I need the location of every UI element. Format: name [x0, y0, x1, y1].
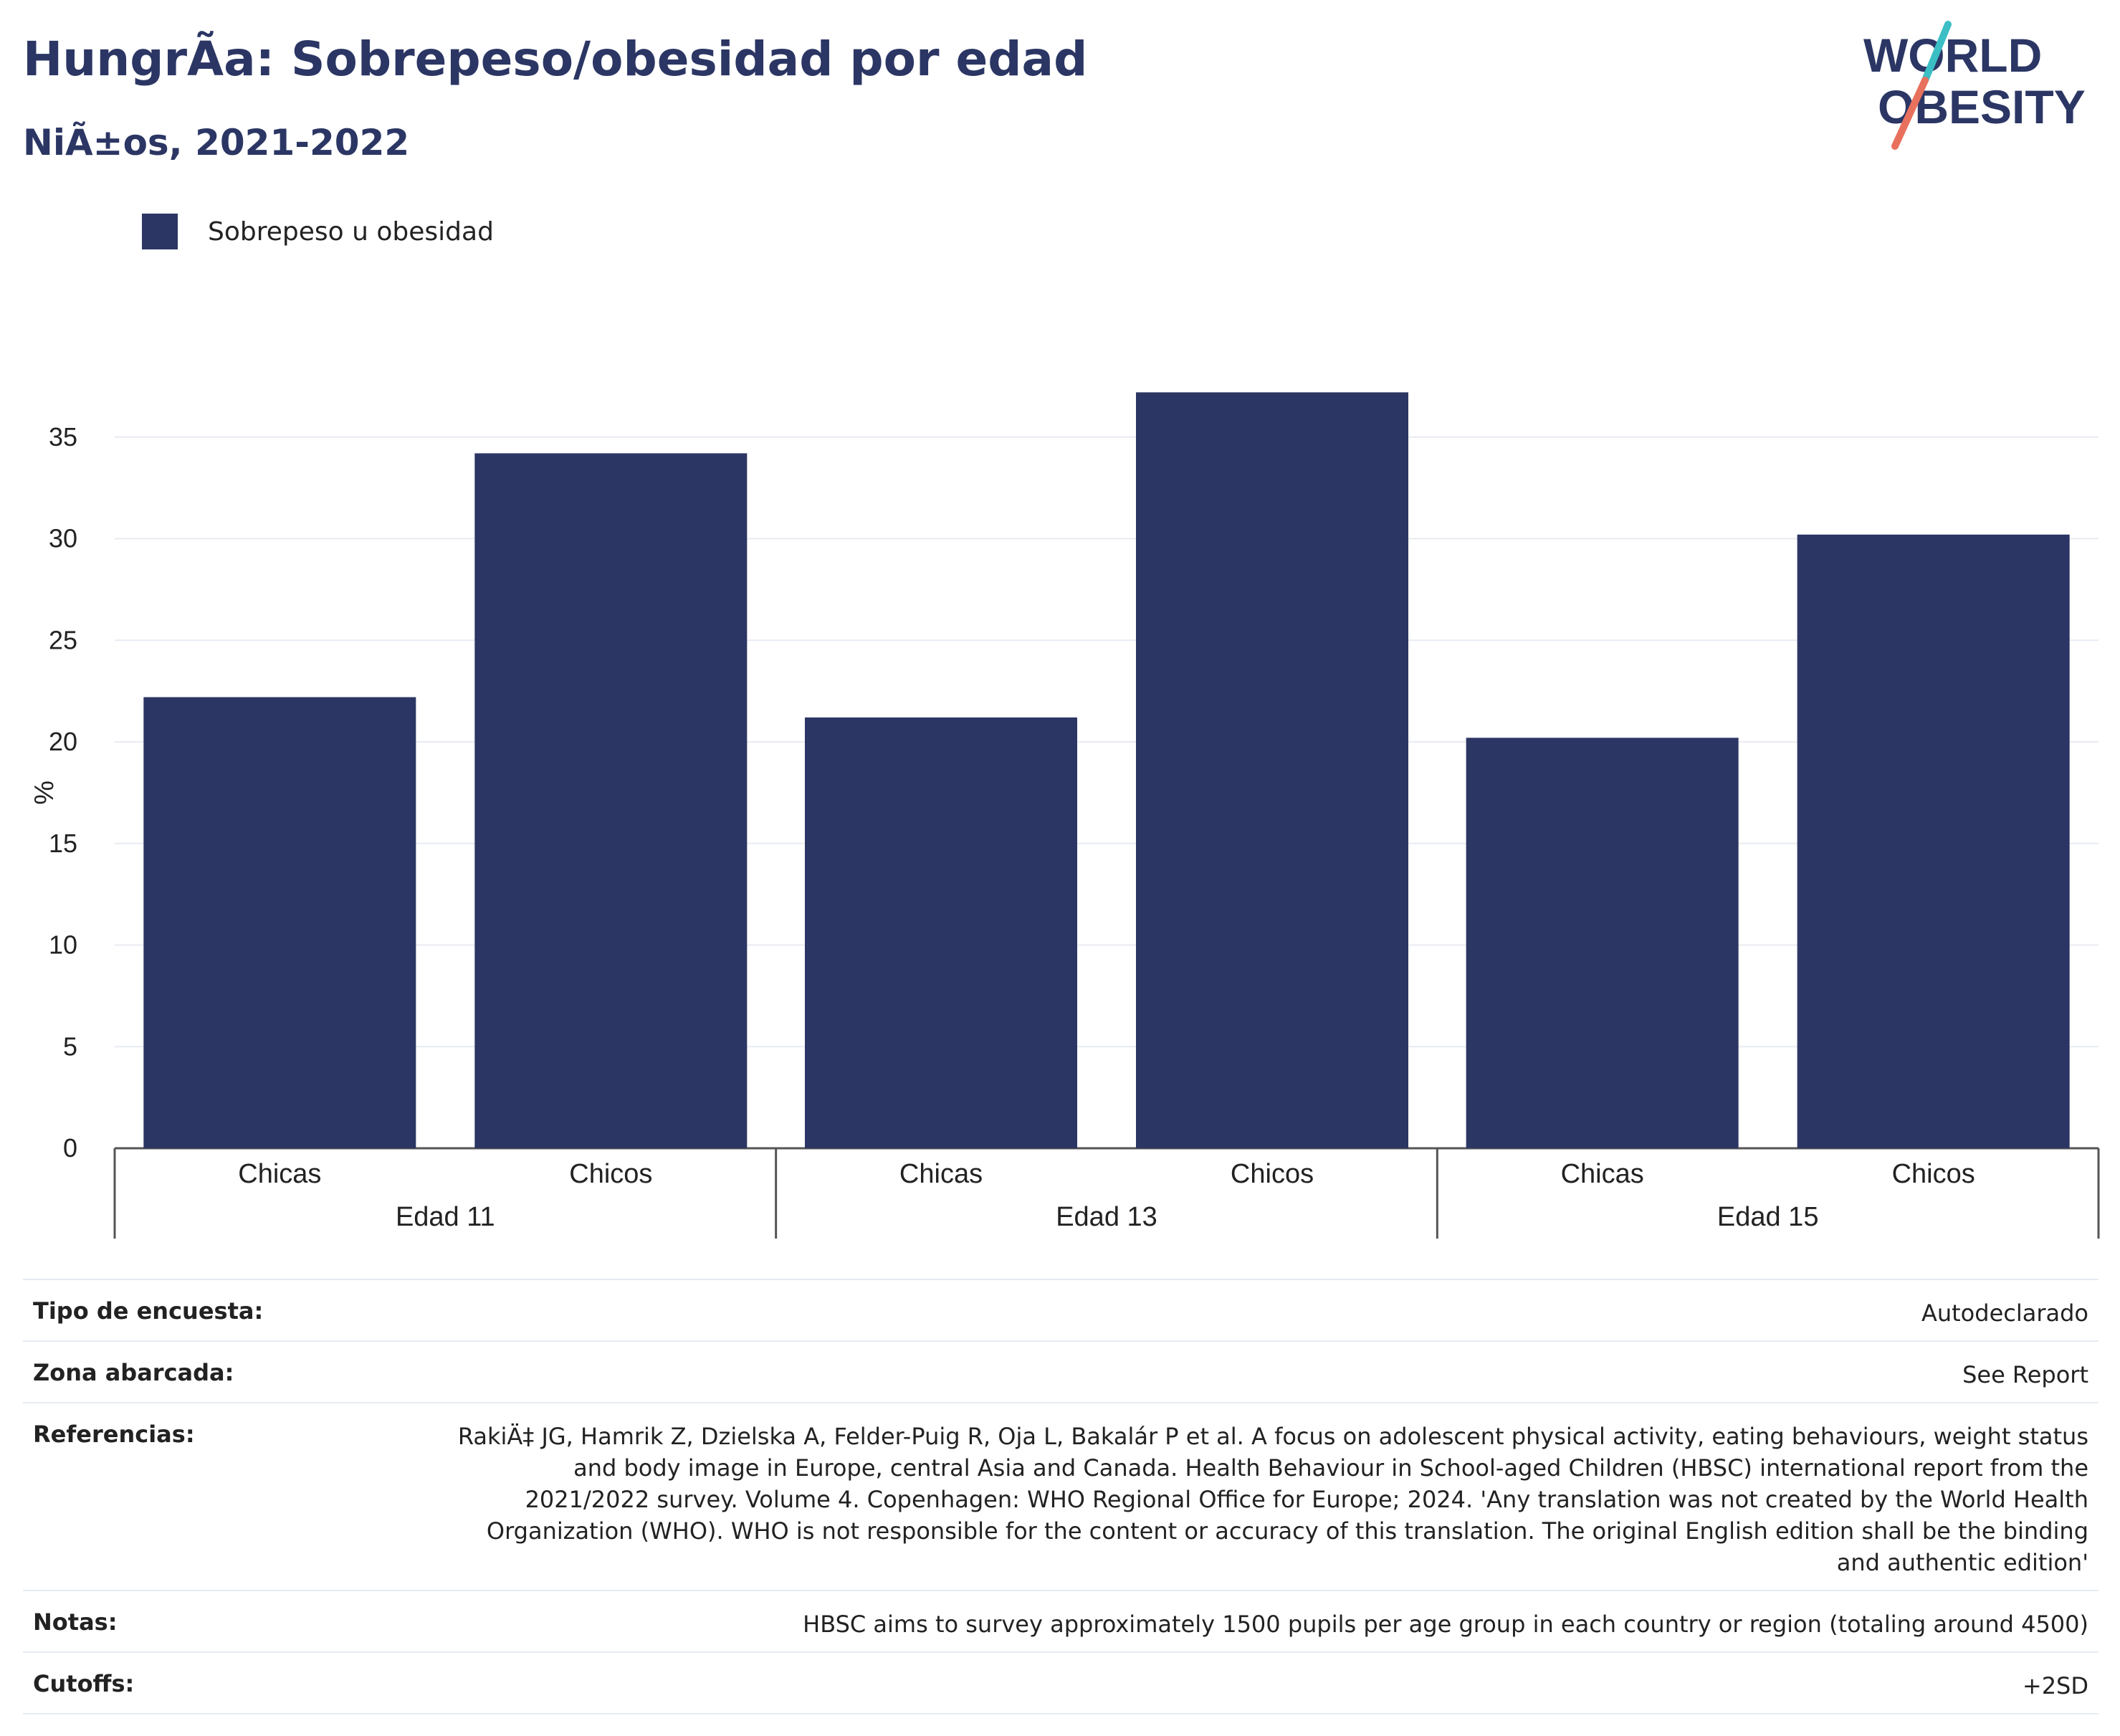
world-obesity-logo: WORLD OBESITY	[1863, 21, 2086, 150]
legend-label: Sobrepeso u obesidad	[208, 216, 494, 247]
y-tick-label: 15	[49, 829, 77, 858]
metadata-value: +2SD	[2022, 1672, 2088, 1699]
metadata-value: See Report	[1962, 1361, 2088, 1388]
svg-text:OBESITY: OBESITY	[1878, 80, 2086, 133]
metadata-value: HBSC aims to survey approximately 1500 p…	[803, 1611, 2088, 1638]
metadata-row: Cutoffs: +2SD	[23, 1651, 2098, 1714]
x-category-label: Chicos	[569, 1159, 652, 1189]
metadata-table: Tipo de encuesta: Autodeclarado Zona abarc…	[23, 1279, 2098, 1714]
metadata-value: RakiÄ‡ JG, Hamrik Z, Dzielska A, Felder-…	[457, 1423, 2088, 1576]
y-tick-label: 20	[49, 727, 77, 756]
metadata-value: Autodeclarado	[1921, 1299, 2088, 1327]
y-tick-label: 10	[49, 930, 77, 960]
bar	[474, 453, 748, 1148]
x-category-label: Chicos	[1231, 1159, 1314, 1189]
x-group-label: Edad 15	[1717, 1202, 1819, 1232]
legend-swatch	[142, 214, 178, 249]
x-category-label: Chicos	[1892, 1159, 1975, 1189]
bar	[1136, 392, 1408, 1148]
y-tick-label: 30	[49, 524, 77, 553]
metadata-key: Zona abarcada:	[33, 1359, 234, 1386]
y-tick-label: 0	[63, 1133, 77, 1163]
bar	[1797, 534, 2070, 1148]
metadata-key: Notas:	[33, 1608, 118, 1636]
x-category-label: Chicas	[238, 1159, 321, 1189]
y-tick-label: 35	[49, 422, 77, 452]
metadata-row: Zona abarcada: See Report	[23, 1340, 2098, 1402]
legend: Sobrepeso u obesidad	[142, 214, 494, 249]
y-axis-label: %	[29, 781, 59, 805]
x-category-label: Chicas	[899, 1159, 983, 1189]
metadata-row: Notas: HBSC aims to survey approximately …	[23, 1590, 2098, 1651]
x-group-label: Edad 13	[1056, 1202, 1157, 1232]
x-group-label: Edad 11	[396, 1202, 495, 1232]
x-category-label: Chicas	[1561, 1159, 1644, 1189]
svg-text:WORLD: WORLD	[1863, 29, 2042, 82]
metadata-key: Referencias:	[33, 1421, 195, 1448]
y-tick-label: 25	[49, 625, 77, 654]
bar-chart: 0 5 10 15 20 25 30 35% Chicas Chicos Edad 11 Chicas…	[29, 392, 2100, 1239]
metadata-key: Tipo de encuesta:	[33, 1297, 264, 1325]
metadata-row: Referencias: RakiÄ‡ JG, Hamrik Z, Dzielsk…	[23, 1402, 2098, 1590]
bar	[143, 697, 416, 1148]
metadata-key: Cutoffs:	[33, 1670, 135, 1697]
bar	[805, 717, 1077, 1148]
chart-title: HungrÃ­a: Sobrepeso/obesidad por edad	[23, 32, 1088, 87]
y-tick-label: 5	[63, 1031, 77, 1061]
bar	[1466, 738, 1739, 1148]
chart-subtitle: NiÃ±os, 2021-2022	[23, 122, 410, 163]
metadata-row: Tipo de encuesta: Autodeclarado	[23, 1279, 2098, 1340]
